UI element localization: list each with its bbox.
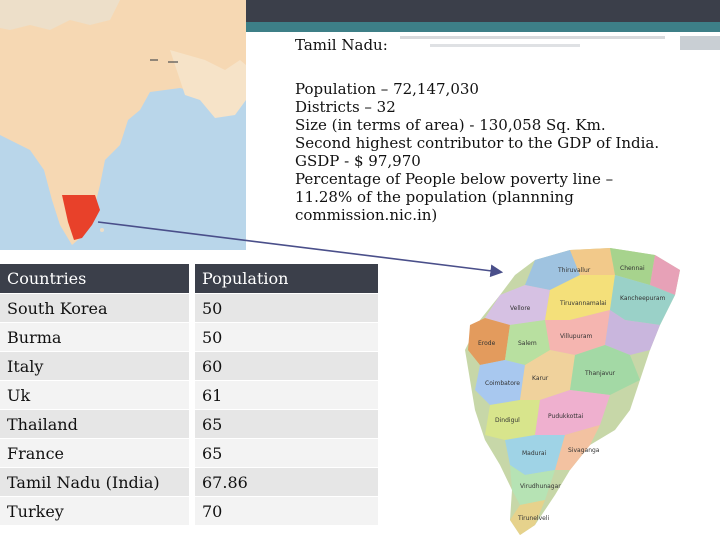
- svg-text:Sivaganga: Sivaganga: [568, 447, 600, 454]
- info-poverty-1: Percentage of People below poverty line …: [295, 170, 614, 188]
- decorative-line: [430, 44, 580, 47]
- country-cell: Uk: [0, 380, 195, 410]
- country-cell: Burma: [0, 322, 195, 352]
- table-row: Italy 60: [0, 351, 378, 381]
- tamil-nadu-district-map: Thiruvallur Chennai Vellore Tiruvannamal…: [465, 248, 680, 535]
- decorative-block: [680, 36, 720, 50]
- country-cell: Italy: [0, 351, 195, 381]
- header-bar: [246, 0, 720, 22]
- table-row: Burma 50: [0, 322, 378, 352]
- population-cell: 67.86: [192, 467, 378, 497]
- info-poverty-2: 11.28% of the population (plannning: [295, 188, 574, 206]
- svg-text:Erode: Erode: [478, 340, 496, 347]
- decorative-line: [400, 36, 665, 39]
- population-cell: 65: [192, 438, 378, 468]
- header-accent-bar: [246, 22, 720, 32]
- population-cell: 60: [192, 351, 378, 381]
- svg-text:Kancheepuram: Kancheepuram: [620, 295, 666, 302]
- table-row: France 65: [0, 438, 378, 468]
- svg-text:Karur: Karur: [532, 375, 549, 382]
- svg-text:Thanjavur: Thanjavur: [584, 370, 616, 377]
- header-population: Population: [192, 264, 378, 294]
- country-cell: Thailand: [0, 409, 195, 439]
- info-gsdp: GSDP - $ 97,970: [295, 152, 421, 170]
- country-cell: Turkey: [0, 496, 195, 526]
- svg-text:Salem: Salem: [518, 340, 537, 347]
- svg-text:Virudhunagar: Virudhunagar: [520, 483, 561, 490]
- table-row: Thailand 65: [0, 409, 378, 439]
- table-header-row: Countries Population: [0, 264, 378, 294]
- population-cell: 65: [192, 409, 378, 439]
- country-cell: Tamil Nadu (India): [0, 467, 195, 497]
- table-row: South Korea 50: [0, 293, 378, 323]
- tamil-nadu-info: Tamil Nadu: Population – 72,147,030 Dist…: [295, 36, 705, 224]
- info-gdp: Second highest contributor to the GDP of…: [295, 134, 660, 152]
- info-districts: Districts – 32: [295, 98, 396, 116]
- info-size: Size (in terms of area) - 130,058 Sq. Km…: [295, 116, 606, 134]
- table-row: Turkey 70: [0, 496, 378, 526]
- svg-text:Villupuram: Villupuram: [560, 333, 593, 340]
- svg-text:Coimbatore: Coimbatore: [485, 380, 520, 387]
- country-cell: South Korea: [0, 293, 195, 323]
- population-cell: 50: [192, 293, 378, 323]
- info-title: Tamil Nadu:: [295, 36, 388, 54]
- india-map-image: [0, 0, 246, 250]
- population-cell: 61: [192, 380, 378, 410]
- population-table: Countries Population South Korea 50 Burm…: [0, 264, 378, 526]
- svg-text:Chennai: Chennai: [620, 265, 645, 272]
- svg-text:Thiruvallur: Thiruvallur: [557, 267, 591, 274]
- svg-text:Vellore: Vellore: [510, 305, 531, 312]
- svg-text:Tiruvannamalai: Tiruvannamalai: [559, 300, 607, 307]
- svg-text:Pudukkottai: Pudukkottai: [548, 413, 584, 420]
- table-row: Tamil Nadu (India) 67.86: [0, 467, 378, 497]
- header-countries: Countries: [0, 264, 195, 294]
- svg-text:Tirunelveli: Tirunelveli: [517, 515, 549, 522]
- country-cell: France: [0, 438, 195, 468]
- population-cell: 50: [192, 322, 378, 352]
- svg-text:Dindigul: Dindigul: [495, 417, 520, 424]
- info-population: Population – 72,147,030: [295, 80, 479, 98]
- svg-text:Madurai: Madurai: [522, 450, 547, 457]
- info-poverty-3: commission.nic.in): [295, 206, 438, 224]
- table-row: Uk 61: [0, 380, 378, 410]
- population-cell: 70: [192, 496, 378, 526]
